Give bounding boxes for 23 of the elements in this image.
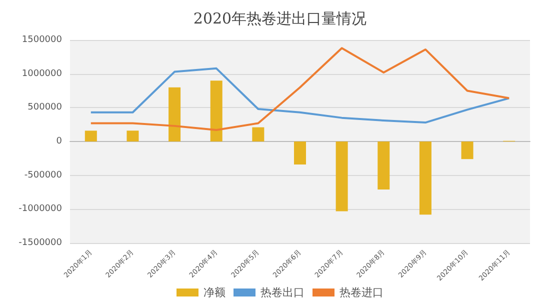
- legend-label: 净额: [204, 286, 226, 299]
- bar: [126, 130, 139, 142]
- line-series: [90, 67, 510, 124]
- bar: [419, 142, 432, 215]
- bar: [168, 87, 181, 142]
- legend-label: 热卷进口: [340, 286, 384, 299]
- bar: [252, 127, 264, 142]
- y-tick-label: 1500000: [22, 35, 62, 45]
- bar: [294, 142, 306, 165]
- chart-title: 2020年热卷进出口量情况: [193, 10, 367, 28]
- y-tick-label: 0: [56, 136, 62, 146]
- y-tick-label: -1500000: [18, 238, 62, 248]
- y-tick-label: -500000: [24, 170, 62, 180]
- bar: [84, 130, 97, 142]
- line-series: [90, 47, 510, 131]
- bar: [336, 142, 348, 212]
- y-tick-label: 1000000: [22, 68, 62, 79]
- legend-label: 热卷出口: [260, 286, 304, 299]
- y-tick-label: -1000000: [18, 204, 62, 214]
- bar: [378, 142, 390, 190]
- bar: [461, 142, 474, 160]
- y-tick-label: 500000: [28, 102, 62, 113]
- bar: [210, 80, 222, 142]
